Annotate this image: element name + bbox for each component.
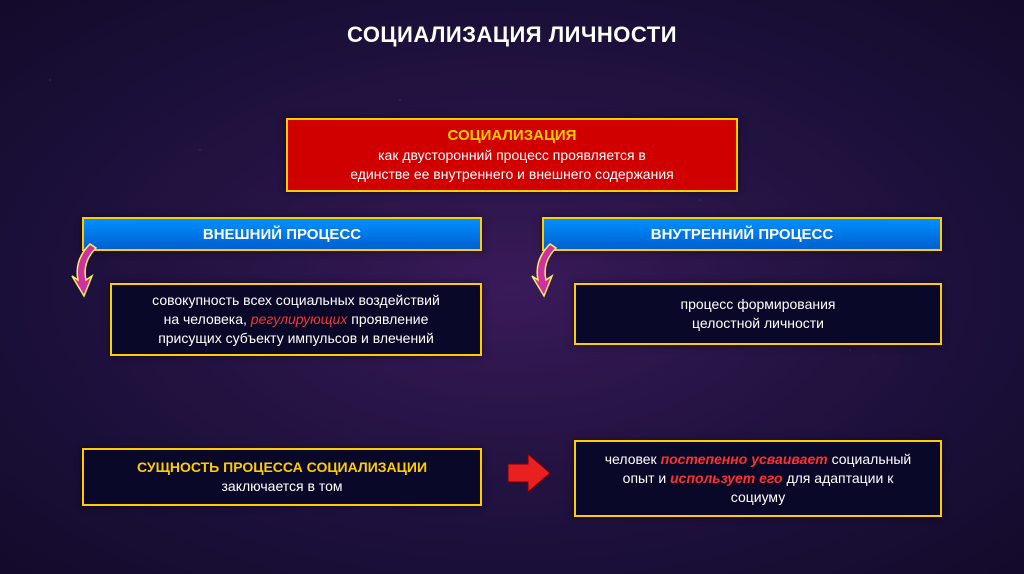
left-header: ВНЕШНИЙ ПРОЦЕСС	[82, 217, 482, 251]
top-line1: как двусторонний процесс проявляется в	[298, 146, 726, 165]
result-l2a: опыт и	[623, 470, 670, 486]
arrow-right-red-icon	[506, 450, 552, 496]
left-body-box: совокупность всех социальных воздействий…	[110, 283, 482, 356]
right-header-label: ВНУТРЕННИЙ ПРОЦЕСС	[651, 226, 833, 243]
left-body-l3: присущих субъекту импульсов и влечений	[122, 329, 470, 348]
left-body-l2b: регулирующих	[251, 311, 348, 327]
left-body-l2a: на человека,	[164, 311, 251, 327]
result-l2c: для адаптации к	[783, 470, 894, 486]
result-l1c: социальный	[828, 451, 912, 467]
top-line2: единстве ее внутреннего и внешнего содер…	[298, 165, 726, 184]
left-body-l1: совокупность всех социальных воздействий	[122, 291, 470, 310]
result-l1a: человек	[605, 451, 661, 467]
arrow-right-icon	[530, 240, 570, 300]
right-body-l1: процесс формирования	[586, 295, 930, 314]
result-box: человек постепенно усваивает социальный …	[574, 440, 942, 517]
page-title: СОЦИАЛИЗАЦИЯ ЛИЧНОСТИ	[0, 0, 1024, 48]
top-definition-box: СОЦИАЛИЗАЦИЯ как двусторонний процесс пр…	[286, 118, 738, 192]
right-body-box: процесс формирования целостной личности	[574, 283, 942, 345]
left-header-label: ВНЕШНИЙ ПРОЦЕСС	[203, 226, 361, 243]
right-header: ВНУТРЕННИЙ ПРОЦЕСС	[542, 217, 942, 251]
top-heading: СОЦИАЛИЗАЦИЯ	[298, 126, 726, 146]
arrow-left-icon	[70, 240, 110, 300]
result-l3: социуму	[586, 488, 930, 507]
result-l2b: использует его	[670, 470, 782, 486]
right-body-l2: целостной личности	[586, 314, 930, 333]
essence-l1: СУЩНОСТЬ ПРОЦЕССА СОЦИАЛИЗАЦИИ	[94, 458, 470, 477]
left-body-l2c: проявление	[347, 311, 428, 327]
essence-box: СУЩНОСТЬ ПРОЦЕССА СОЦИАЛИЗАЦИИ заключает…	[82, 448, 482, 506]
result-l1b: постепенно усваивает	[661, 451, 828, 467]
essence-l2: заключается в том	[94, 477, 470, 496]
